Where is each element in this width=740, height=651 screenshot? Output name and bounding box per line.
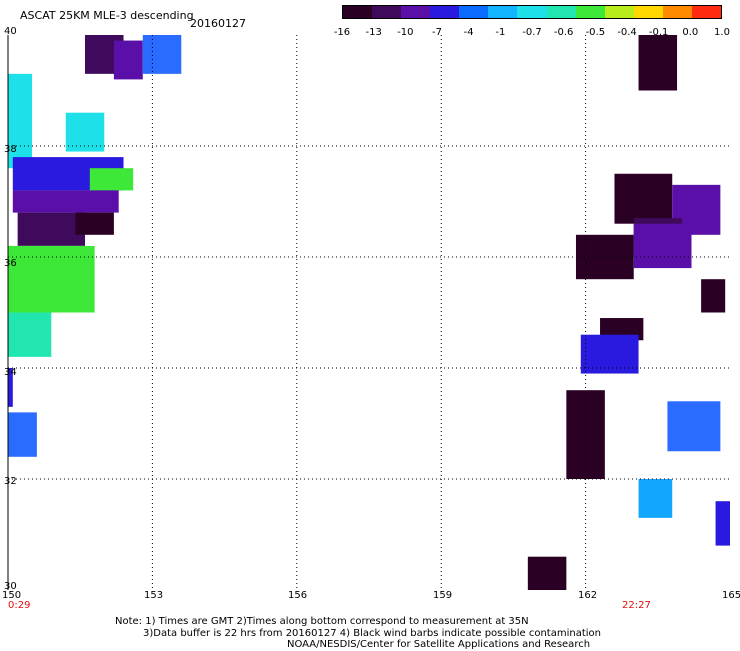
figure-date: 20160127 (190, 17, 246, 30)
data-cell (12, 190, 119, 213)
data-cell (8, 73, 33, 169)
end-time-label: 22:27 (622, 600, 651, 611)
colorbar-label: -13 (365, 27, 382, 38)
figure-title: ASCAT 25KM MLE-3 descending (20, 9, 194, 22)
data-cell (8, 368, 13, 407)
data-cell (614, 173, 673, 224)
data-cell (89, 168, 134, 191)
colorbar-label: -0.5 (585, 27, 606, 38)
colorbar-segment (604, 6, 634, 18)
data-cell (65, 112, 105, 152)
colorbar-label: 1.0 (714, 27, 730, 38)
lat-label-40: 40 (4, 26, 17, 37)
colorbar-label: -0.6 (553, 27, 574, 38)
lon-label-150: 150 (2, 590, 22, 601)
data-cell (715, 501, 730, 546)
lon-label-153: 153 (144, 590, 164, 601)
data-cell (8, 412, 37, 457)
lon-label-162: 162 (578, 590, 598, 601)
data-cell (527, 556, 567, 590)
lat-label-34: 34 (4, 367, 17, 378)
colorbar-label: -0.1 (648, 27, 669, 38)
colorbar-label: -0.7 (522, 27, 542, 38)
data-cell (701, 279, 726, 313)
lon-label-159: 159 (433, 590, 453, 601)
colorbar-segment (633, 6, 663, 18)
lat-label-38: 38 (4, 144, 17, 155)
data-cell (8, 312, 52, 357)
lon-label-165: 165 (722, 590, 740, 601)
colorbar-label: 0.0 (682, 27, 699, 38)
lat-label-32: 32 (4, 476, 17, 487)
lon-label-156: 156 (288, 590, 308, 601)
lat-label-30: 30 (4, 581, 17, 592)
colorbar-label: -7 (432, 27, 442, 38)
colorbar-segment (430, 6, 460, 18)
data-cell (8, 245, 95, 313)
colorbar-segment (691, 6, 722, 18)
data-cell (75, 212, 114, 235)
note-line-1: Note: 1) Times are GMT 2)Times along bot… (115, 616, 529, 627)
colorbar-segment (372, 6, 402, 18)
colorbar-segment (517, 6, 547, 18)
data-cell (633, 223, 692, 269)
colorbar-label: -1 (495, 27, 506, 38)
lat-label-36: 36 (4, 258, 17, 269)
colorbar-label: -10 (397, 27, 414, 38)
start-time-label: 0:29 (8, 600, 31, 611)
colorbar-segment (459, 6, 489, 18)
data-cell (17, 212, 86, 246)
data-cell (638, 35, 678, 91)
note-line-3: NOAA/NESDIS/Center for Satellite Applica… (287, 639, 591, 650)
data-cell (142, 35, 182, 74)
colorbar-segment (343, 6, 373, 18)
colorbar-label: -0.4 (617, 27, 637, 38)
data-cell (580, 334, 639, 374)
data-cell (113, 40, 143, 80)
colorbar-label: -4 (463, 27, 474, 38)
note-line-2: 3)Data buffer is 22 hrs from 20160127 4)… (143, 628, 601, 639)
data-cell (667, 401, 721, 452)
colorbar-segment (546, 6, 576, 18)
colorbar (342, 5, 722, 19)
data-cell (638, 479, 673, 518)
colorbar-label: -16 (333, 27, 351, 38)
colorbar-segment (401, 6, 431, 18)
colorbar-segment (575, 6, 605, 18)
colorbar-segment (662, 6, 692, 18)
colorbar-segment (488, 6, 518, 18)
data-cell (566, 390, 605, 479)
